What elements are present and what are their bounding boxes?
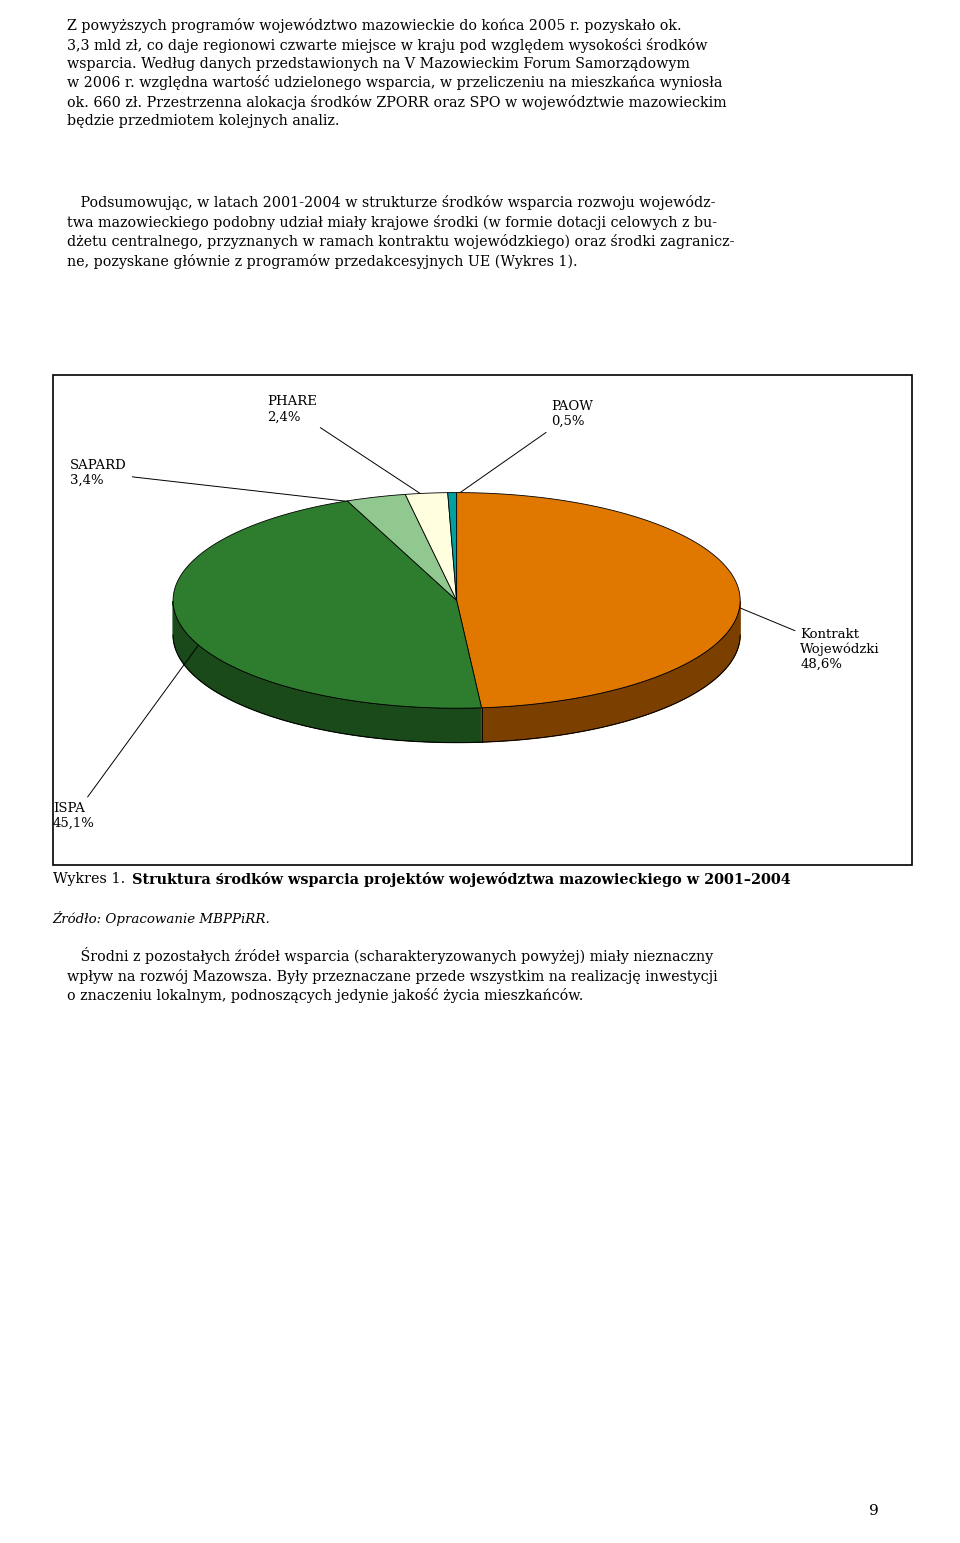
Polygon shape bbox=[482, 602, 740, 742]
Polygon shape bbox=[173, 501, 482, 708]
Polygon shape bbox=[457, 492, 740, 708]
Text: ISPA
45,1%: ISPA 45,1% bbox=[53, 625, 213, 830]
Text: 9: 9 bbox=[869, 1504, 878, 1518]
Text: PHARE
2,4%: PHARE 2,4% bbox=[268, 395, 425, 497]
Text: Struktura środków wsparcia projektów województwa mazowieckiego w 2001–2004: Struktura środków wsparcia projektów woj… bbox=[132, 872, 791, 887]
Text: Podsumowując, w latach 2001-2004 w strukturze środków wsparcia rozwoju wojewódz-: Podsumowując, w latach 2001-2004 w struk… bbox=[67, 194, 734, 268]
Text: Środni z pozostałych źródeł wsparcia (scharakteryzowanych powyżej) miały nieznac: Środni z pozostałych źródeł wsparcia (sc… bbox=[67, 947, 718, 1003]
Polygon shape bbox=[405, 492, 457, 600]
Text: Wykres 1.: Wykres 1. bbox=[53, 872, 130, 886]
Polygon shape bbox=[348, 494, 457, 600]
Text: PAOW
0,5%: PAOW 0,5% bbox=[455, 400, 593, 497]
Polygon shape bbox=[447, 492, 457, 600]
Text: Kontrakt
Wojewódzki
48,6%: Kontrakt Wojewódzki 48,6% bbox=[714, 597, 880, 671]
Text: Źródło: Opracowanie MBPPiRR.: Źródło: Opracowanie MBPPiRR. bbox=[53, 912, 271, 926]
Text: SAPARD
3,4%: SAPARD 3,4% bbox=[70, 458, 379, 505]
Text: Z powyższych programów województwo mazowieckie do końca 2005 r. pozyskało ok.
3,: Z powyższych programów województwo mazow… bbox=[67, 19, 727, 128]
Polygon shape bbox=[173, 602, 482, 742]
